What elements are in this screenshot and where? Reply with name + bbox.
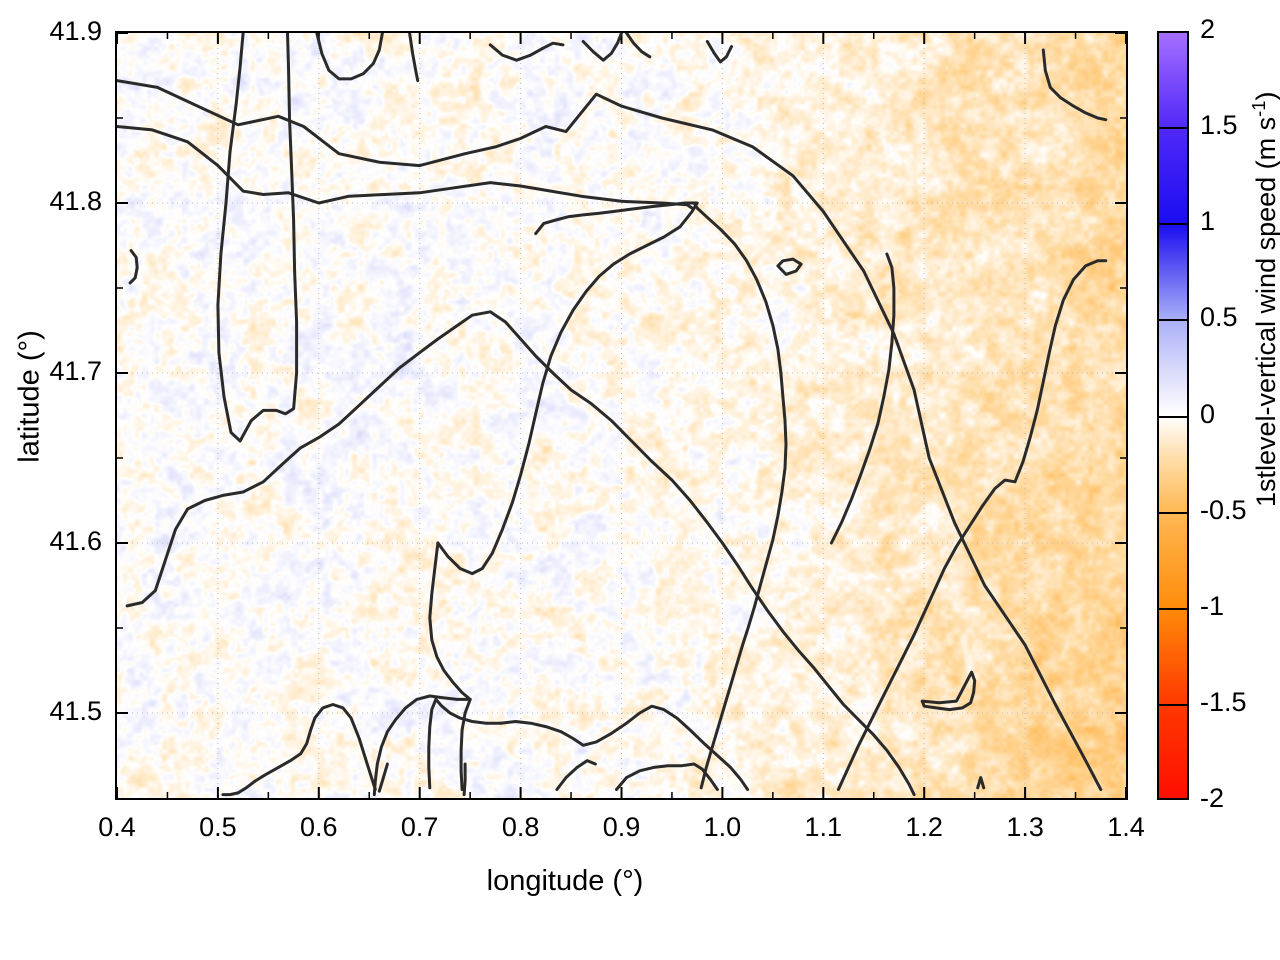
y-axis-title: latitude (°)	[13, 330, 46, 463]
x-tick-label: 0.7	[400, 812, 439, 842]
contour-line	[221, 791, 240, 797]
colorbar-tick-mark	[1157, 223, 1189, 226]
colorbar-tick-label: 1.5	[1200, 110, 1238, 141]
contour-line	[427, 697, 502, 790]
contour-line	[125, 310, 654, 608]
contour-line	[650, 459, 916, 797]
contour-line	[117, 125, 694, 210]
contour-line	[436, 201, 699, 576]
x-tick-label: 1.1	[804, 812, 843, 842]
contour-line	[615, 762, 719, 791]
contour-line	[836, 259, 1108, 791]
x-tick-label: 0.6	[300, 812, 338, 842]
y-tick-label: 41.5	[49, 696, 102, 726]
x-tick-label: 1.0	[703, 812, 742, 842]
colorbar-tick-mark	[1157, 703, 1189, 706]
colorbar-tick-mark	[1157, 415, 1189, 418]
contour-line	[498, 704, 750, 791]
contour-line	[216, 33, 299, 443]
colorbar-title-prefix: 1stlevel-vertical wind speed (m s	[1251, 116, 1280, 507]
contour-line	[315, 33, 384, 81]
contour-line	[976, 776, 986, 790]
colorbar-title-suffix: )	[1251, 91, 1280, 101]
colorbar-tick-label: -2	[1200, 783, 1225, 813]
contour-line	[776, 257, 803, 276]
y-tick-label: 41.6	[49, 526, 102, 556]
contour-line	[555, 759, 597, 791]
colorbar-title: 1stlevel-vertical wind speed (m s-1)	[1248, 92, 1280, 507]
x-tick-label: 0.8	[501, 812, 540, 842]
x-tick-label: 0.9	[602, 812, 641, 842]
x-tick-label: 1.3	[1006, 812, 1044, 842]
contour-line	[117, 79, 1103, 791]
colorbar-tick-mark	[1157, 127, 1189, 130]
contour-line	[462, 762, 467, 797]
contour-line	[488, 41, 565, 62]
contour-line	[581, 33, 623, 62]
colorbar-tick-mark	[1157, 319, 1189, 322]
contour-line	[699, 371, 788, 790]
x-tick-label: 1.2	[905, 812, 943, 842]
colorbar-tick-label: -1	[1200, 590, 1225, 621]
contour-line	[377, 762, 389, 793]
x-tick-label: 0.5	[199, 812, 237, 842]
contour-line	[1041, 48, 1108, 122]
contour-line	[625, 33, 652, 59]
x-tick-label: 1.4	[1107, 812, 1145, 842]
contour-lines	[117, 33, 1108, 797]
colorbar-title-exponent: -1	[1248, 100, 1269, 117]
x-axis-title: longitude (°)	[486, 865, 644, 897]
colorbar-tick-label: 2	[1200, 14, 1216, 44]
colorbar-tick-mark	[1157, 607, 1189, 610]
contour-line	[692, 201, 783, 375]
y-tick-label: 41.7	[49, 356, 102, 386]
colorbar-tick-label: -0.5	[1200, 494, 1247, 525]
heatmap-field	[117, 33, 1126, 798]
x-tick-label: 0.4	[98, 812, 136, 842]
contour-line	[829, 252, 896, 545]
y-tick-label: 41.8	[49, 186, 102, 216]
contour-line	[408, 33, 420, 83]
contour-line	[372, 694, 472, 797]
colorbar-tick-label: -1.5	[1200, 686, 1247, 717]
contour-line	[128, 249, 139, 285]
contour-line	[920, 670, 977, 712]
plot-area	[115, 31, 1128, 800]
contour-line	[705, 40, 733, 64]
colorbar-tick-label: 0	[1200, 398, 1216, 429]
contour-line	[428, 541, 472, 791]
colorbar-tick-label: 1	[1200, 206, 1216, 237]
colorbar-tick-mark	[1157, 511, 1189, 514]
colorbar-tick-label: 0.5	[1200, 302, 1238, 333]
y-tick-label: 41.9	[49, 16, 102, 46]
contour-line	[236, 703, 377, 795]
